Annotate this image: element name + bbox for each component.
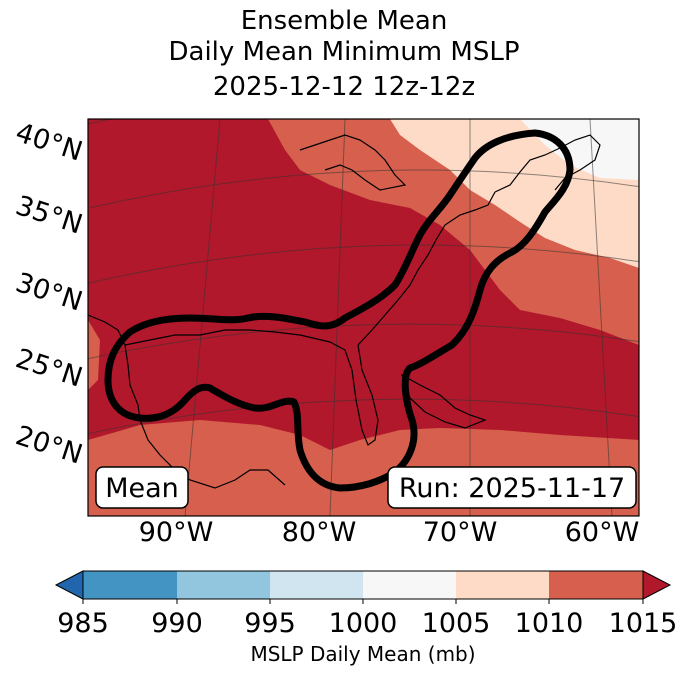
colorbar-985-990 <box>83 571 177 599</box>
coast-gulf-florida <box>124 329 379 446</box>
colorbar: 985 990 995 1000 1005 1010 1015 MSLP Dai… <box>54 570 678 666</box>
gridline-20n <box>88 398 639 435</box>
colorbar-tick-1015: 1015 <box>609 608 678 639</box>
coast-east <box>357 191 496 346</box>
lon-label-80w: 80°W <box>282 517 357 548</box>
colorbar-1010-1015 <box>549 571 643 599</box>
colorbar-title: MSLP Daily Mean (mb) <box>250 642 475 666</box>
gridline-35n <box>88 169 639 209</box>
colorbar-1000-1005 <box>363 571 456 599</box>
colorbar-tick-1005: 1005 <box>422 608 491 639</box>
colorbar-tick-1010: 1010 <box>515 608 584 639</box>
graticule <box>88 119 639 516</box>
gridline-25n <box>88 323 639 360</box>
lon-label-60w: 60°W <box>565 517 640 548</box>
title-line-1: Ensemble Mean <box>240 6 448 36</box>
colorbar-tick-990: 990 <box>151 608 203 639</box>
colorbar-995-1000 <box>270 571 363 599</box>
mean-label: Mean <box>105 473 179 504</box>
field-1010-1015-west <box>88 320 100 390</box>
colorbar-extend-high <box>642 570 672 600</box>
gridline-60w <box>589 119 613 516</box>
title-line-3: 2025-12-12 12z-12z <box>212 72 476 102</box>
lon-label-70w: 70°W <box>423 517 498 548</box>
lat-label-35n: 35°N <box>12 190 86 241</box>
gridline-80w <box>329 119 346 516</box>
colorbar-1005-1010 <box>456 571 549 599</box>
coast-northeast <box>494 134 601 193</box>
mean-contour <box>104 129 574 492</box>
run-label-box <box>387 466 637 509</box>
mean-label-box <box>95 466 189 509</box>
gridline-30n <box>88 244 639 284</box>
colorbar-tick-995: 995 <box>244 608 296 639</box>
great-lakes <box>299 134 407 191</box>
lat-label-40n: 40°N <box>12 117 86 168</box>
colorbar-extend-low <box>54 570 84 600</box>
colorbar-tick-1000: 1000 <box>329 608 398 639</box>
lon-label-90w: 90°W <box>139 517 214 548</box>
colorbar-tick-985: 985 <box>57 608 109 639</box>
run-label: Run: 2025-11-17 <box>399 473 625 504</box>
lat-label-20n: 20°N <box>12 420 86 471</box>
colorbar-990-995 <box>177 571 270 599</box>
title-line-2: Daily Mean Minimum MSLP <box>168 37 520 67</box>
cuba <box>400 373 487 429</box>
map-border <box>87 118 640 517</box>
lat-label-30n: 30°N <box>12 267 86 318</box>
lat-label-25n: 25°N <box>12 343 86 394</box>
